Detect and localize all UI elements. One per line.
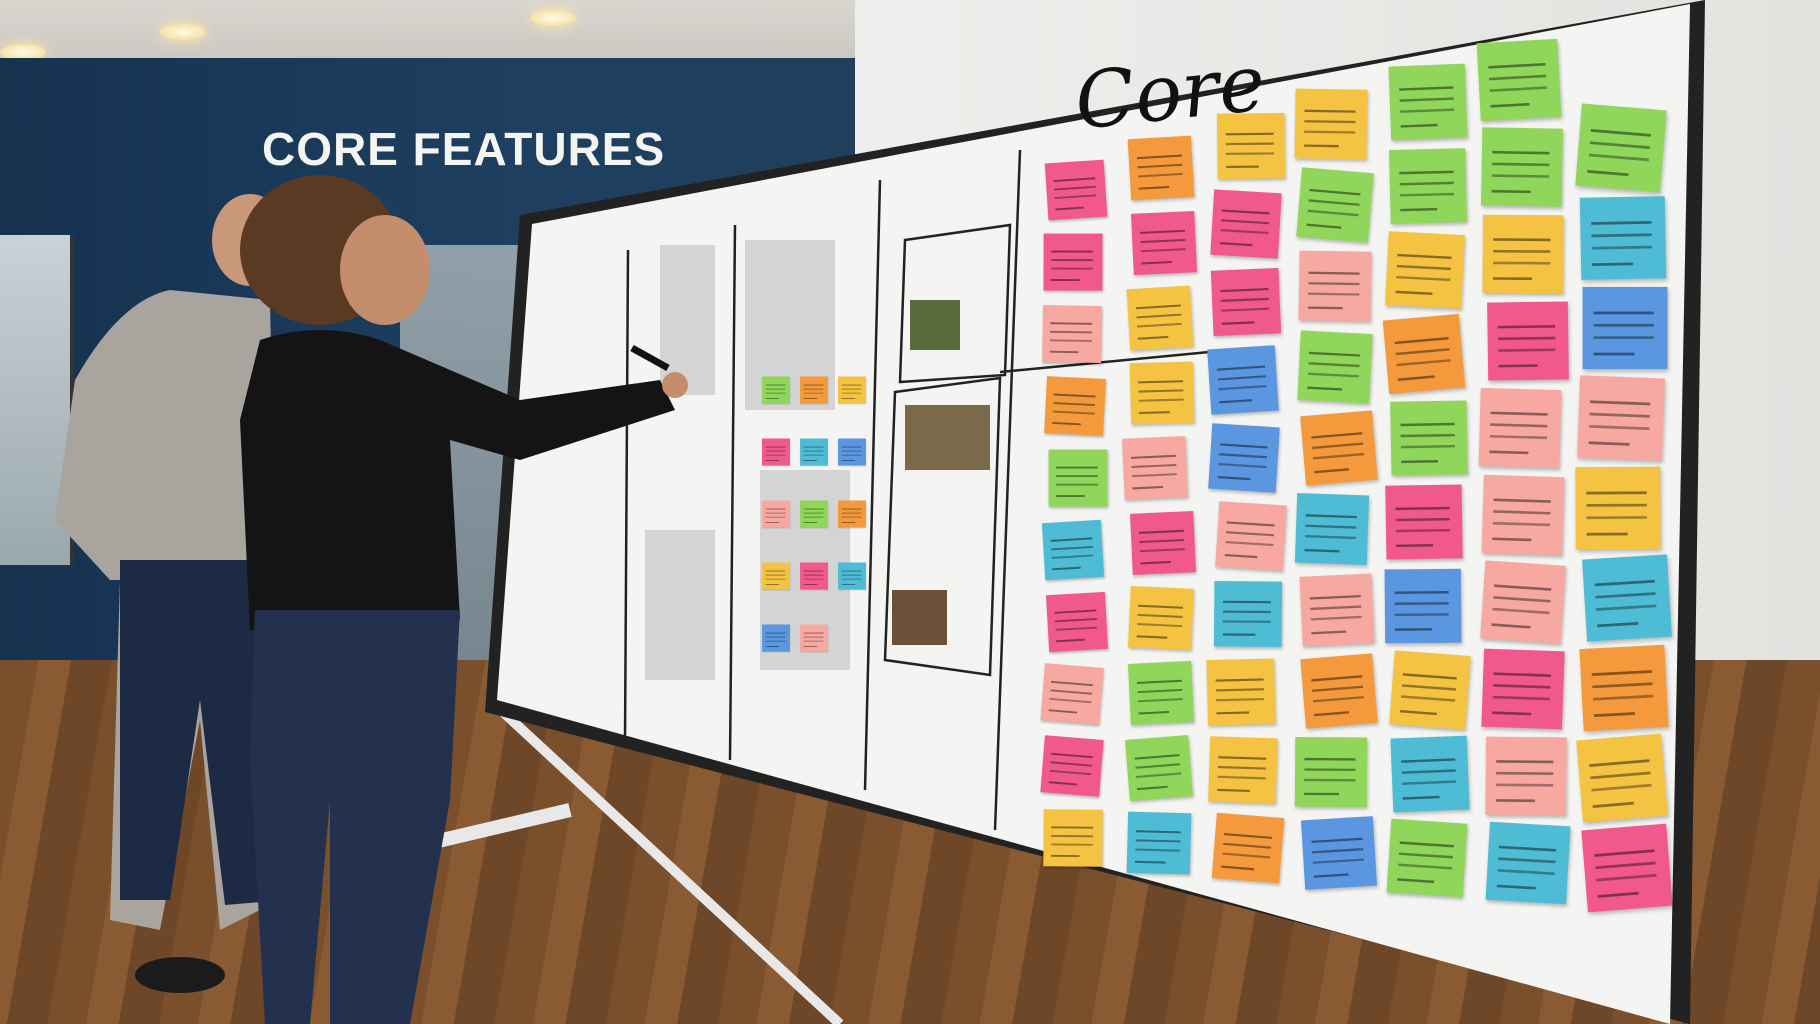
sticky-note — [838, 438, 866, 466]
sticky-note — [762, 562, 790, 590]
sticky-note — [838, 376, 866, 404]
sticky-note — [838, 500, 866, 528]
sticky-note — [762, 624, 790, 652]
sticky-note — [800, 438, 828, 466]
sticky-note — [800, 500, 828, 528]
sticky-note — [800, 562, 828, 590]
sticky-note — [1048, 449, 1108, 507]
sticky-note — [762, 500, 790, 528]
ceiling-light — [160, 24, 206, 40]
wall-sign: CORE FEATURES — [262, 123, 666, 175]
sticky-note — [800, 376, 828, 404]
sticky-note — [762, 438, 790, 466]
sticky-note — [838, 562, 866, 590]
ceiling-light — [0, 44, 46, 60]
ceiling-light — [530, 10, 576, 26]
sticky-note — [1582, 286, 1667, 370]
sticky-note — [762, 376, 790, 404]
sticky-note — [800, 624, 828, 652]
woman — [240, 175, 688, 1024]
